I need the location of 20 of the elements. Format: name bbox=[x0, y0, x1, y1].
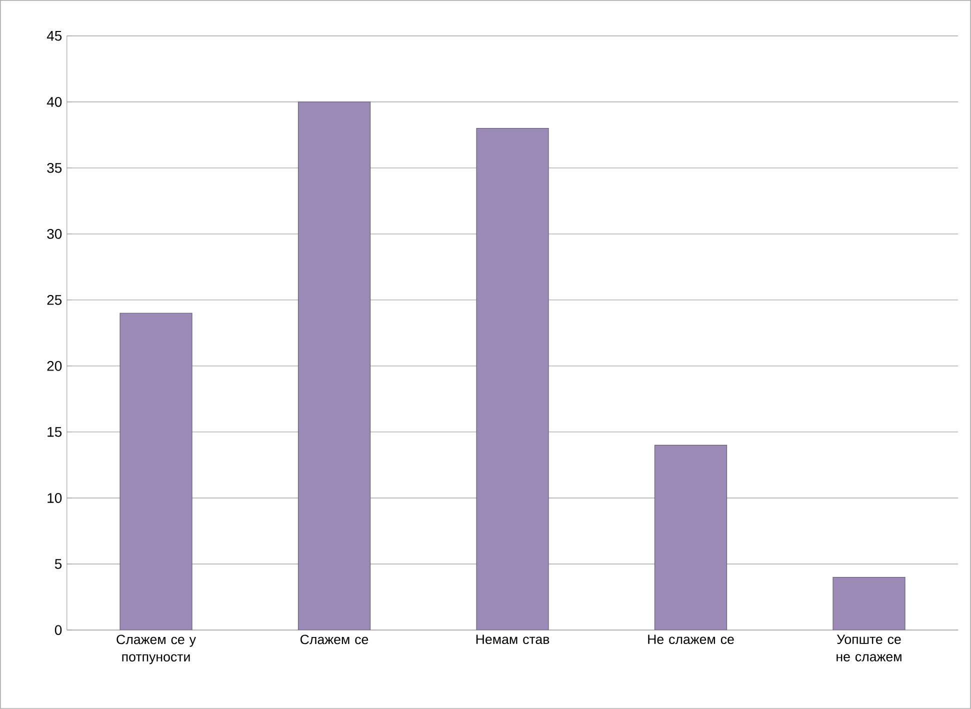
y-tick-label: 25 bbox=[47, 295, 62, 305]
y-tick-label: 40 bbox=[46, 96, 62, 107]
y-tick-label: 10 bbox=[48, 493, 62, 503]
y-tick-label: 35 bbox=[47, 162, 62, 173]
x-tick-label: Немам став bbox=[476, 634, 550, 644]
y-tick-label: 45 bbox=[46, 31, 62, 41]
bar bbox=[476, 128, 549, 630]
x-tick-label: Слажем се bbox=[300, 634, 368, 644]
x-tick-label: Слажем се у потпуности bbox=[116, 634, 196, 664]
bar bbox=[298, 102, 371, 630]
bar bbox=[120, 312, 192, 630]
bar bbox=[832, 576, 906, 630]
y-tick-label: 0 bbox=[54, 625, 62, 636]
y-tick-label: 20 bbox=[47, 361, 62, 371]
y-tick-label: 15 bbox=[48, 427, 62, 437]
x-tick-label: Уопште се не слажем bbox=[836, 634, 902, 662]
y-tick-label: 5 bbox=[54, 559, 62, 569]
y-tick-label: 30 bbox=[47, 229, 62, 239]
x-tick-label: Не слажем се bbox=[648, 634, 734, 644]
bar bbox=[654, 444, 728, 630]
